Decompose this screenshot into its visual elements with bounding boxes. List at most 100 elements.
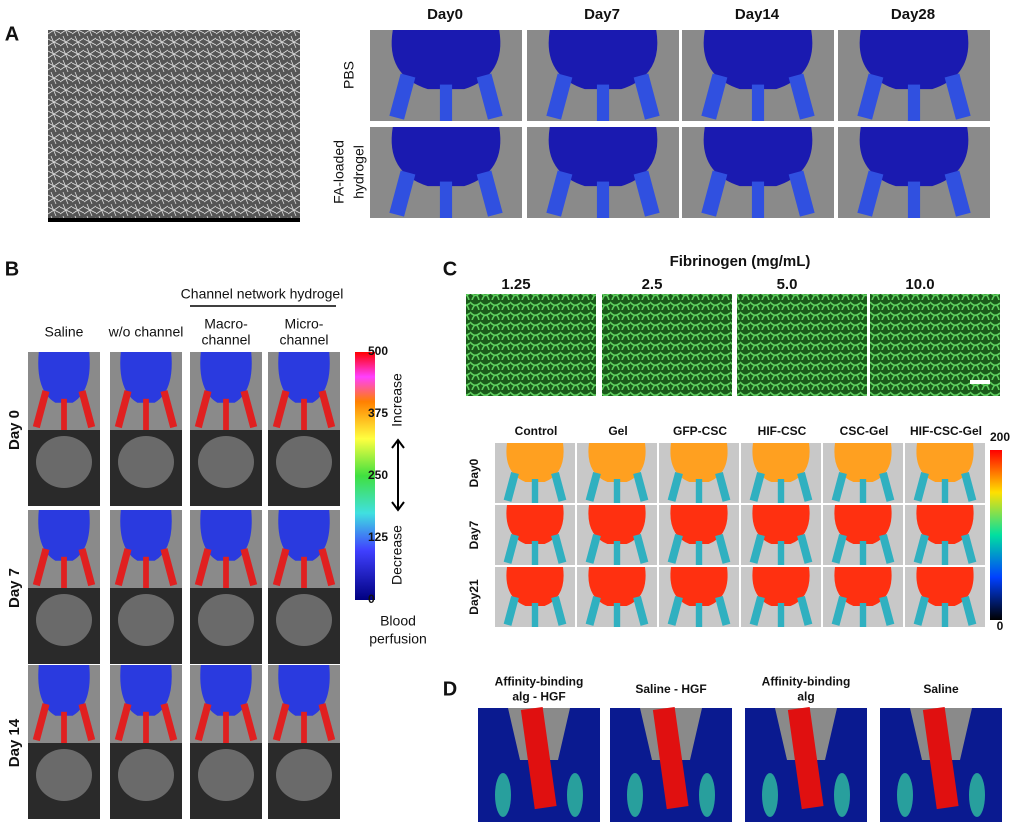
colorbar — [355, 352, 375, 600]
tail — [61, 398, 67, 430]
body-shape — [859, 127, 969, 187]
leg — [715, 533, 731, 564]
hotspot — [969, 773, 985, 817]
body-shape — [588, 505, 646, 544]
gray-body — [118, 594, 174, 646]
leg — [476, 170, 503, 217]
body-shape — [391, 30, 501, 90]
tail — [223, 711, 229, 743]
leg — [240, 548, 258, 587]
leg — [831, 471, 847, 502]
body-shape — [670, 505, 728, 544]
body-shape — [506, 505, 564, 544]
column-header: Control — [515, 424, 558, 438]
gray-body — [198, 436, 254, 488]
body-shape — [703, 30, 813, 90]
body-shape — [200, 352, 252, 403]
colorbar — [990, 450, 1002, 620]
leg — [546, 73, 573, 120]
colorbar-tick: 500 — [368, 344, 388, 358]
column-header: Day14 — [735, 6, 780, 23]
tail — [941, 603, 949, 627]
leg — [788, 73, 815, 120]
column-header: alg — [797, 690, 814, 704]
tail — [596, 181, 610, 218]
colorbar-tick: 0 — [368, 592, 375, 606]
leg — [551, 595, 567, 626]
panel-label: D — [443, 678, 457, 700]
body-shape — [120, 352, 172, 403]
body-shape — [391, 127, 501, 187]
tail — [439, 84, 453, 121]
hotspot — [897, 773, 913, 817]
leg — [32, 390, 50, 429]
column-header: Affinity-binding — [762, 675, 851, 689]
body-shape — [200, 510, 252, 561]
tail — [143, 398, 149, 430]
colorbar-title: Blood — [380, 613, 416, 629]
scale-bar — [970, 380, 990, 384]
leg — [585, 471, 601, 502]
body-shape — [752, 505, 810, 544]
column-header: Day28 — [891, 6, 935, 23]
leg — [32, 548, 50, 587]
column-header: alg - HGF — [512, 690, 565, 704]
leg — [551, 533, 567, 564]
panel-label: A — [5, 23, 19, 45]
body-shape — [670, 567, 728, 606]
leg — [389, 170, 416, 217]
concentration: 2.5 — [642, 276, 663, 293]
leg — [633, 170, 660, 217]
tail — [531, 479, 539, 503]
tail — [613, 603, 621, 627]
body-shape — [38, 665, 90, 716]
tail — [61, 556, 67, 588]
row-label: Day21 — [467, 579, 481, 615]
scale-bar — [48, 218, 300, 222]
column-header: Day0 — [427, 6, 463, 23]
column-header: Day7 — [584, 6, 620, 23]
row-label: Day0 — [467, 458, 481, 487]
body-shape — [834, 505, 892, 544]
body-shape — [38, 352, 90, 403]
leg — [78, 703, 96, 742]
leg — [240, 390, 258, 429]
gray-body — [36, 436, 92, 488]
body-shape — [588, 443, 646, 482]
body-shape — [120, 665, 172, 716]
colorbar-tick: 200 — [990, 430, 1010, 444]
leg — [633, 73, 660, 120]
leg — [749, 533, 765, 564]
gray-body — [276, 594, 332, 646]
tail — [777, 541, 785, 565]
column-header: HIF-CSC — [758, 424, 807, 438]
vessel — [922, 706, 959, 810]
leg — [715, 595, 731, 626]
vessel — [787, 706, 824, 810]
leg — [551, 471, 567, 502]
row-label: PBS — [341, 61, 357, 89]
tail — [596, 84, 610, 121]
gray-body — [198, 594, 254, 646]
leg — [667, 533, 683, 564]
leg — [667, 471, 683, 502]
leg — [715, 471, 731, 502]
concentration: 10.0 — [905, 276, 934, 293]
tail — [859, 479, 867, 503]
tail — [859, 541, 867, 565]
panel-label: C — [443, 258, 457, 280]
panel-title: Fibrinogen (mg/mL) — [670, 253, 811, 270]
body-shape — [548, 127, 658, 187]
body-shape — [278, 352, 330, 403]
tail — [941, 479, 949, 503]
body-shape — [278, 665, 330, 716]
leg — [476, 73, 503, 120]
leg — [788, 170, 815, 217]
tail — [613, 541, 621, 565]
panel-label: B — [5, 258, 19, 280]
tail — [613, 479, 621, 503]
body-shape — [916, 505, 974, 544]
leg — [831, 595, 847, 626]
gray-body — [118, 436, 174, 488]
colorbar-tick: 250 — [368, 468, 388, 482]
